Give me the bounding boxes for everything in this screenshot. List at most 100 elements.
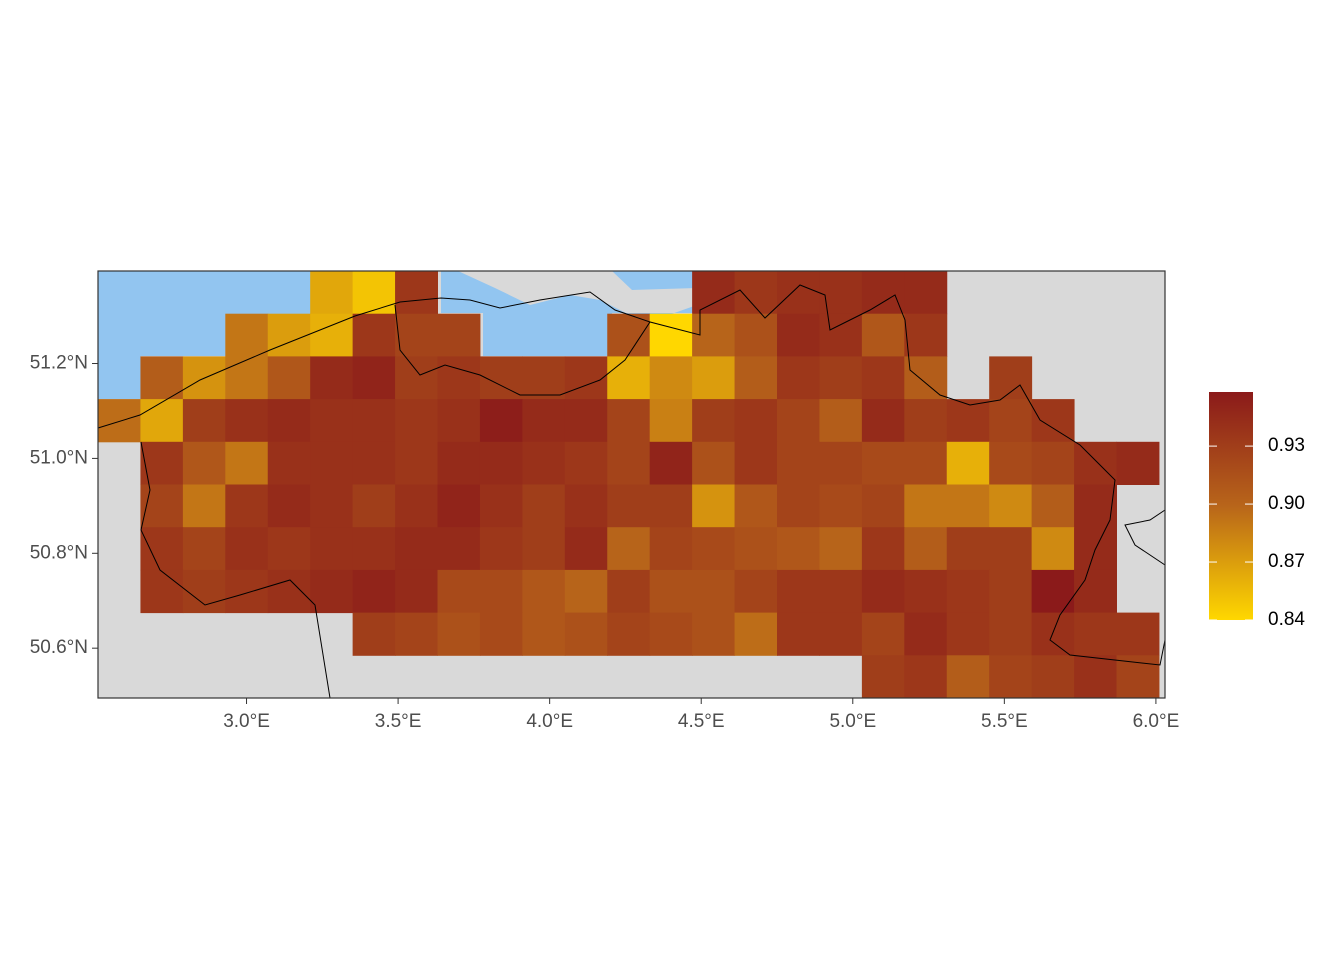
cell	[904, 484, 948, 528]
cell	[946, 527, 990, 571]
cell	[734, 399, 778, 443]
cell	[352, 399, 396, 443]
x-tick-label: 6.0°E	[1133, 711, 1180, 732]
cell	[352, 313, 396, 357]
cell	[564, 356, 608, 400]
cell	[182, 484, 226, 528]
cell	[267, 356, 311, 400]
cell	[649, 313, 693, 357]
cell	[225, 356, 269, 400]
cell	[946, 569, 990, 614]
cell	[310, 356, 354, 400]
cell	[904, 527, 948, 571]
cell	[522, 441, 566, 485]
cell	[692, 569, 736, 614]
cell	[395, 399, 438, 443]
cell	[649, 569, 693, 614]
cell	[777, 356, 820, 400]
cell	[819, 484, 863, 528]
cell	[1031, 527, 1075, 571]
coastline	[97, 291, 651, 429]
colorbar-label: 0.87	[1268, 551, 1305, 572]
cell	[734, 356, 778, 400]
cell	[352, 569, 396, 614]
colorbar-label: 0.93	[1268, 435, 1305, 456]
cell	[819, 612, 863, 656]
cell	[564, 399, 608, 443]
cell	[395, 271, 438, 315]
cell	[861, 569, 905, 614]
cell	[352, 612, 396, 656]
cell	[564, 441, 608, 485]
cell	[692, 399, 736, 443]
cell	[1031, 569, 1075, 614]
cell	[522, 527, 566, 571]
cell	[777, 399, 820, 443]
cell	[437, 612, 481, 656]
cell	[522, 569, 566, 614]
cell	[267, 313, 311, 357]
x-tick-label: 4.0°E	[526, 711, 573, 732]
y-tick-label: 50.6°N	[30, 637, 88, 658]
cell	[395, 356, 438, 400]
cell	[225, 441, 269, 485]
cell	[1074, 441, 1117, 485]
cell	[989, 484, 1033, 528]
cell	[607, 612, 651, 656]
cell	[692, 271, 736, 315]
cell	[904, 612, 948, 656]
cell	[1031, 441, 1075, 485]
cell	[904, 655, 948, 699]
cell	[310, 527, 354, 571]
cell	[1074, 612, 1117, 656]
cell	[352, 356, 396, 400]
cell	[861, 612, 905, 656]
cell	[904, 441, 948, 485]
cell	[1074, 484, 1117, 528]
cell	[607, 399, 651, 443]
cell	[564, 527, 608, 571]
cell	[437, 484, 481, 528]
cell	[479, 612, 523, 656]
cell	[734, 527, 778, 571]
cell	[819, 441, 863, 485]
cell	[989, 569, 1033, 614]
cell	[267, 569, 311, 614]
cell	[182, 527, 226, 571]
cell	[734, 612, 778, 656]
cell	[904, 399, 948, 443]
cell	[777, 527, 820, 571]
cell	[946, 612, 990, 656]
cell	[989, 441, 1033, 485]
cell	[564, 569, 608, 614]
cell	[98, 399, 141, 443]
cell	[734, 484, 778, 528]
cell	[395, 569, 438, 614]
cell	[777, 271, 820, 315]
cell	[777, 441, 820, 485]
cell	[225, 527, 269, 571]
cell	[437, 313, 481, 357]
cell	[861, 655, 905, 699]
cell	[819, 271, 863, 315]
cell	[692, 484, 736, 528]
colorbar-label: 0.84	[1268, 609, 1305, 630]
cell	[522, 399, 566, 443]
cell	[267, 527, 311, 571]
cell	[904, 271, 948, 315]
cell	[310, 484, 354, 528]
cell	[989, 399, 1033, 443]
cell	[437, 569, 481, 614]
cell	[1031, 399, 1075, 443]
cell	[861, 484, 905, 528]
cell	[819, 399, 863, 443]
cell	[225, 399, 269, 443]
cell	[734, 569, 778, 614]
cell	[819, 356, 863, 400]
border	[140, 441, 331, 699]
cell	[904, 356, 948, 400]
cell	[479, 569, 523, 614]
cell	[946, 399, 990, 443]
colorbar-label: 0.90	[1268, 493, 1305, 514]
